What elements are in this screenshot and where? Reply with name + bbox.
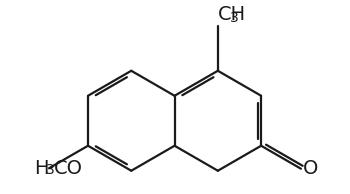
Text: 3: 3 — [230, 11, 239, 25]
Text: CH: CH — [218, 5, 246, 24]
Text: CO: CO — [54, 159, 83, 178]
Text: 3: 3 — [46, 163, 54, 177]
Text: O: O — [303, 159, 319, 178]
Text: H: H — [34, 159, 48, 178]
